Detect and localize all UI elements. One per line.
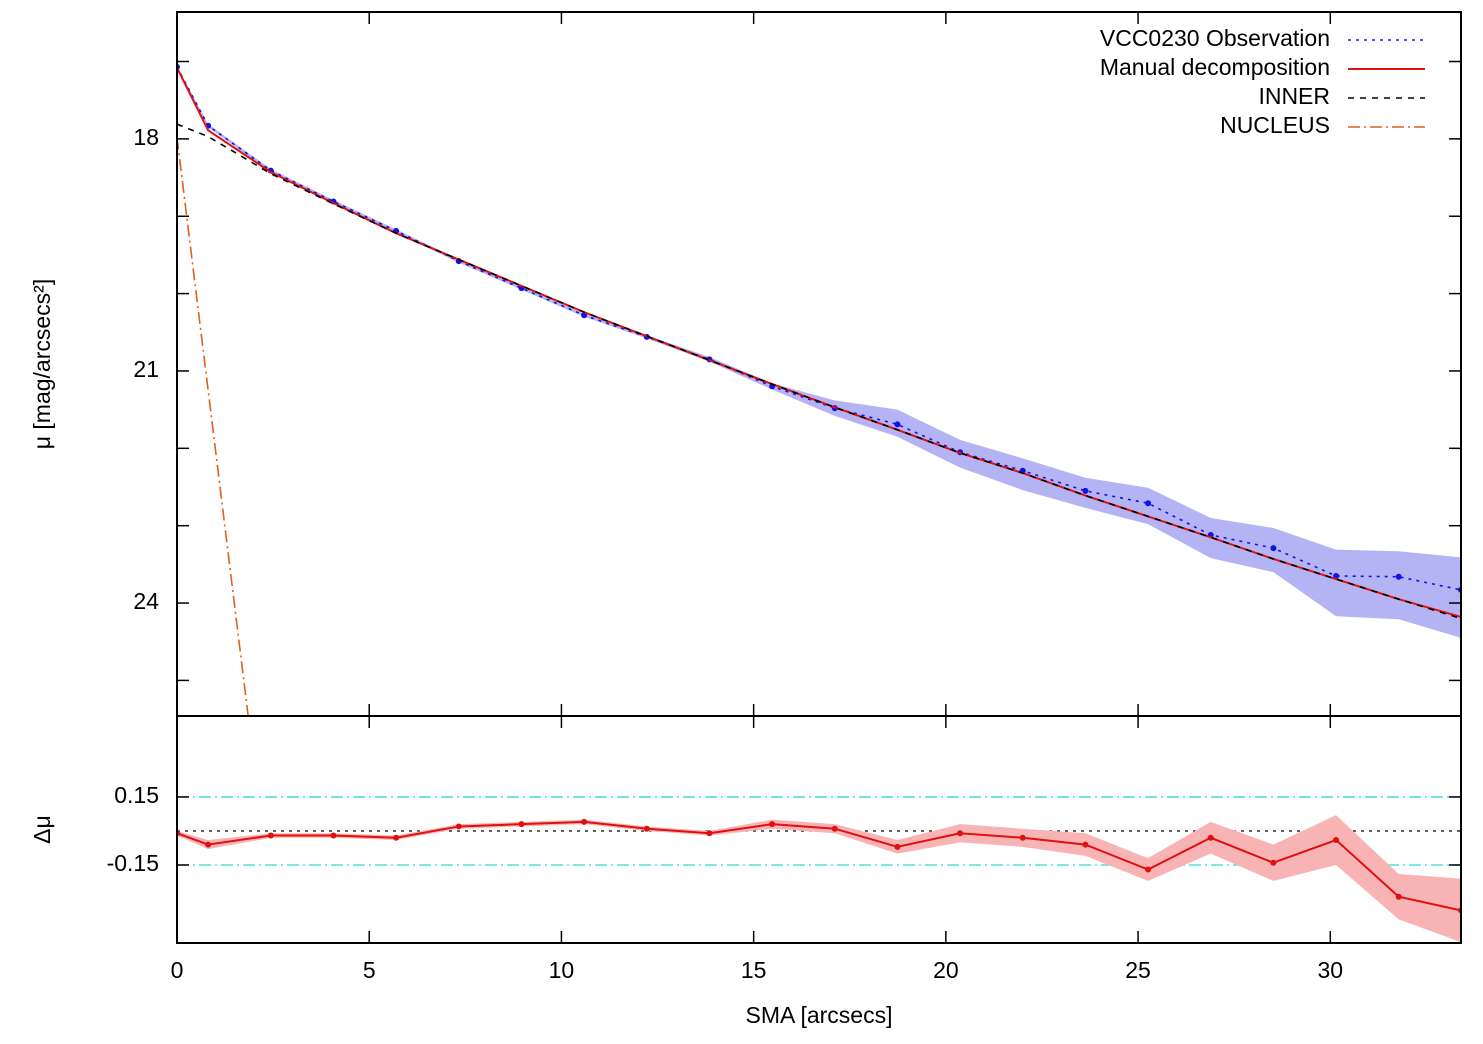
data-point xyxy=(1270,859,1277,866)
x-axis-label: SMA [arcsecs] xyxy=(746,1002,893,1028)
data-point xyxy=(455,823,462,830)
legend-label: INNER xyxy=(1258,83,1330,109)
data-point xyxy=(1333,837,1340,844)
data-point xyxy=(1395,893,1402,900)
y-tick-label: 18 xyxy=(133,124,159,150)
x-tick-label: 5 xyxy=(363,957,376,983)
data-point xyxy=(205,841,212,848)
data-point xyxy=(1270,545,1277,552)
y-tick-label: 21 xyxy=(133,356,159,382)
x-tick-label: 30 xyxy=(1317,957,1343,983)
data-point xyxy=(957,830,964,837)
series-line xyxy=(177,67,1461,618)
x-tick-label: 0 xyxy=(171,957,184,983)
data-point xyxy=(1082,487,1089,494)
data-point xyxy=(831,825,838,832)
data-point xyxy=(1145,866,1152,873)
legend-label: VCC0230 Observation xyxy=(1100,25,1330,51)
legend-label: NUCLEUS xyxy=(1220,112,1330,138)
data-point xyxy=(1395,573,1402,580)
series-line xyxy=(177,137,249,716)
y-axis-label: μ [mag/arcsecs²] xyxy=(29,279,55,449)
data-point xyxy=(518,821,525,828)
data-point xyxy=(393,834,400,841)
data-point xyxy=(769,821,776,828)
x-tick-label: 25 xyxy=(1125,957,1151,983)
data-point xyxy=(1207,834,1214,841)
data-point xyxy=(267,832,274,839)
data-point xyxy=(643,825,650,832)
y-tick-label: 0.15 xyxy=(114,782,159,808)
data-point xyxy=(706,830,713,837)
data-point xyxy=(1019,834,1026,841)
data-point xyxy=(894,421,901,428)
y-tick-label: 24 xyxy=(133,588,159,614)
data-point xyxy=(330,832,337,839)
y-tick-label: -0.15 xyxy=(107,850,159,876)
data-point xyxy=(1082,841,1089,848)
data-point xyxy=(894,843,901,850)
plot-frame xyxy=(176,715,1462,944)
y-axis-label: Δμ xyxy=(29,815,55,844)
plot-area xyxy=(177,796,1461,943)
error-band xyxy=(177,66,1461,638)
data-point xyxy=(581,818,588,825)
data-point xyxy=(1145,500,1152,507)
legend-label: Manual decomposition xyxy=(1100,54,1330,80)
data-point xyxy=(1333,572,1340,579)
x-tick-label: 20 xyxy=(933,957,959,983)
x-tick-label: 10 xyxy=(549,957,575,983)
plot-area xyxy=(177,63,1461,716)
x-tick-label: 15 xyxy=(741,957,767,983)
series-line xyxy=(177,820,1461,912)
error-band xyxy=(177,815,1461,943)
series-line xyxy=(177,66,1461,591)
